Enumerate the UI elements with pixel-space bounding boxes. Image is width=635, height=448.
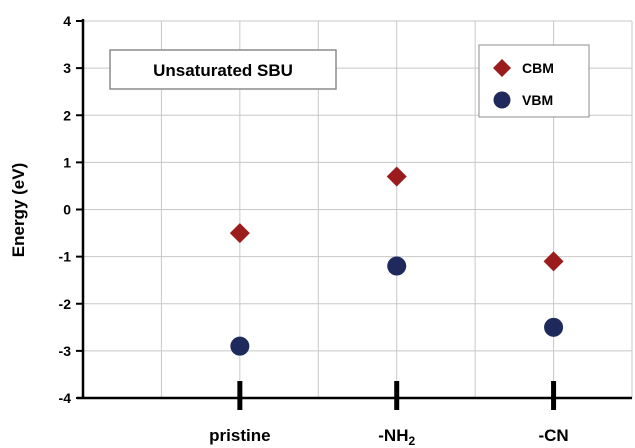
legend: CBM VBM: [478, 44, 590, 118]
y-tick-layer: 4 3 2 1 0 -1 -2 -3 -4: [59, 13, 83, 406]
category-label: -NH2: [378, 426, 415, 448]
legend-frame: [478, 44, 590, 118]
y-tick-label: -4: [59, 390, 72, 406]
annotation-text: Unsaturated SBU: [153, 61, 293, 80]
category-label-main: -CN: [538, 426, 568, 445]
vbm-point: [387, 256, 407, 276]
y-tick-label: 3: [63, 60, 71, 76]
category-label-main: -NH: [378, 426, 408, 445]
y-tick-label: -1: [59, 249, 72, 265]
cbm-point: [543, 251, 564, 272]
legend-marker-vbm: [493, 91, 511, 109]
category-layer: pristine -NH2 -CN: [209, 381, 569, 448]
vbm-point: [230, 336, 250, 356]
y-tick-label: 4: [63, 13, 71, 29]
cbm-point: [386, 166, 407, 187]
y-tick-label: 1: [63, 154, 71, 170]
category-label-subscript: 2: [408, 434, 415, 448]
y-tick-label: 0: [63, 202, 71, 218]
data-point-layer: [229, 166, 564, 356]
legend-marker-cbm: [493, 59, 511, 77]
category-label: pristine: [209, 426, 270, 445]
category-label-main: pristine: [209, 426, 270, 445]
y-axis-label: Energy (eV): [9, 163, 28, 257]
annotation-box: Unsaturated SBU: [109, 49, 337, 90]
category-label: -CN: [538, 426, 568, 445]
legend-label: VBM: [522, 92, 553, 108]
y-tick-label: -3: [59, 343, 72, 359]
y-tick-label: -2: [59, 296, 72, 312]
vbm-point: [544, 317, 564, 337]
cbm-point: [229, 223, 250, 244]
y-tick-label: 2: [63, 107, 71, 123]
annotation-frame: [109, 49, 337, 90]
legend-label: CBM: [522, 60, 554, 76]
legend-items: CBM VBM: [493, 59, 554, 109]
